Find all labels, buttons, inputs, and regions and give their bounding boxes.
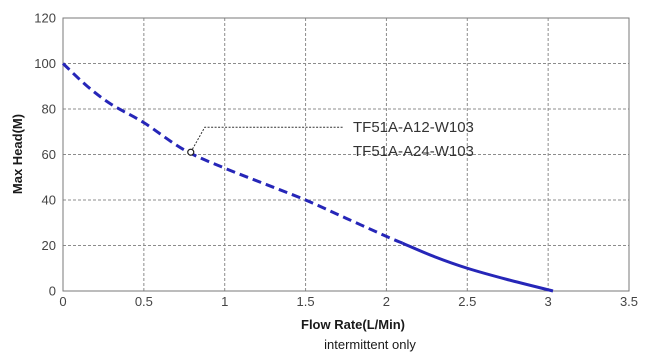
leader-line	[190, 126, 343, 153]
x-tick-label: 0	[59, 294, 66, 309]
curve-solid-segment	[402, 241, 554, 293]
y-tick-label: 40	[42, 193, 56, 208]
y-tick-label: 20	[42, 238, 56, 253]
y-tick-label: 60	[42, 147, 56, 162]
series-label-2: TF51A-A24-W103	[353, 143, 474, 160]
annotation-layer: TF51A-A12-W103 TF51A-A24-W103	[187, 119, 474, 160]
x-tick-labels: 0 0.5 1 1.5 2 2.5 3 3.5	[59, 294, 638, 309]
x-tick-label: 0.5	[135, 294, 153, 309]
x-tick-label: 2	[383, 294, 390, 309]
y-axis-title: Max Head(M)	[10, 114, 25, 194]
y-tick-label: 80	[42, 102, 56, 117]
series-label-1: TF51A-A12-W103	[353, 119, 474, 136]
x-tick-label: 1.5	[297, 294, 315, 309]
grid	[63, 18, 629, 291]
curve-dashed-segment	[61, 62, 404, 245]
footnote: intermittent only	[324, 337, 416, 352]
marker-point	[187, 148, 195, 156]
x-tick-label: 2.5	[458, 294, 476, 309]
plot-frame	[62, 17, 630, 292]
x-tick-label: 3	[545, 294, 552, 309]
x-tick-label: 3.5	[620, 294, 638, 309]
y-tick-label: 0	[49, 284, 56, 299]
y-tick-labels: 0 20 40 60 80 100 120	[34, 11, 56, 299]
y-tick-label: 120	[34, 11, 56, 26]
x-axis-title: Flow Rate(L/Min)	[301, 317, 405, 332]
series-layer	[61, 62, 554, 293]
x-tick-label: 1	[221, 294, 228, 309]
y-tick-label: 100	[34, 56, 56, 71]
